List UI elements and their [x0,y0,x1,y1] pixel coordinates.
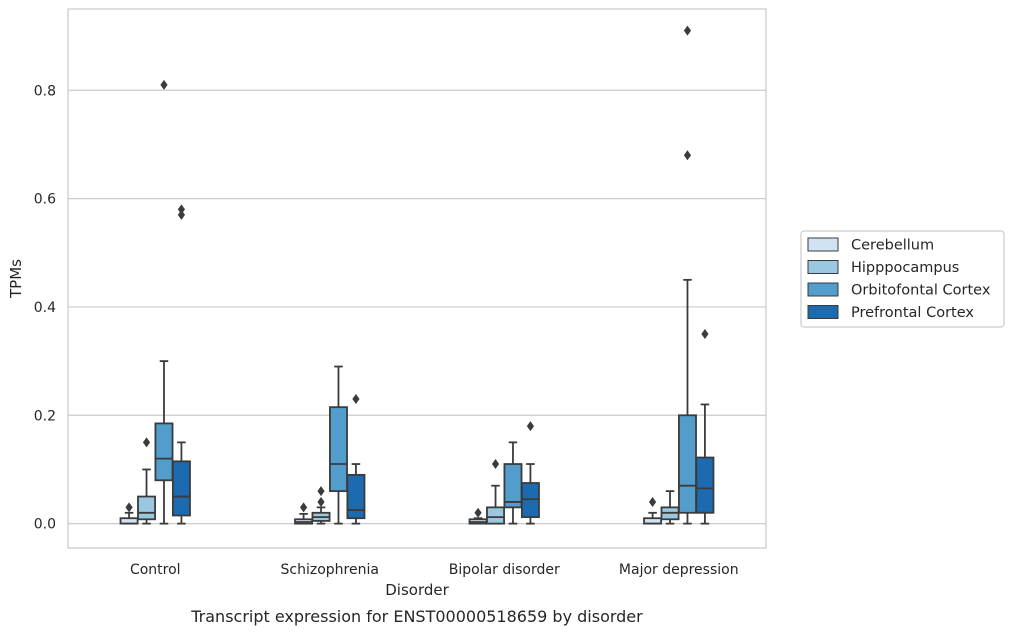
box-hipppocampus-1 [311,486,331,525]
outlier-point [352,394,360,405]
box-prefrontal-cortex-3 [695,329,715,525]
x-axis-label: Disorder [385,581,449,599]
box [154,422,174,482]
x-axis-ticks: Control Schizophrenia Bipolar disorder Majo… [130,562,739,578]
box [171,460,191,517]
box-prefrontal-cortex-2 [520,421,540,525]
y-tick-label: 0.6 [34,192,56,208]
outlier-point [683,25,692,36]
legend-swatch [807,282,839,297]
outlier-point [142,437,151,448]
x-tick-label: Bipolar disorder [449,562,560,578]
outlier-point [177,209,186,220]
x-tick-label: Schizophrenia [281,562,379,578]
box-hipppocampus-0 [137,437,156,525]
box-cerebellum-1 [294,502,314,525]
chart-caption: Transcript expression for ENST0000051865… [190,607,643,626]
outlier-point [160,79,168,90]
box-cerebellum-0 [119,502,139,525]
legend-label: Hipppocampus [851,260,959,276]
box [346,473,366,520]
box-cerebellum-2 [468,507,488,525]
outlier-point [648,496,657,507]
outlier-point [491,459,500,470]
box-hipppocampus-2 [486,459,505,525]
outlier-point [701,329,709,340]
x-tick-label: Major depression [619,562,739,578]
y-tick-label: 0.4 [34,300,56,316]
legend-label: Prefrontal Cortex [851,305,974,321]
outlier-point [683,150,692,161]
y-tick-label: 0.0 [34,517,56,533]
box [486,506,505,525]
box [503,463,523,509]
box [137,495,156,521]
box-orbitofontal-cortex-3 [678,25,697,525]
legend-swatch [807,237,839,252]
box [329,406,348,493]
outlier-point [526,421,535,432]
outlier-point [177,204,186,215]
legend: Cerebellum Hipppocampus Orbitofontal Corte… [800,230,1005,328]
box [695,456,715,514]
box-hipppocampus-3 [660,490,680,525]
legend-swatch [807,260,839,274]
legend-swatch [807,305,839,319]
box-orbitofontal-cortex-2 [503,441,523,525]
box-plot-area [119,25,715,525]
outlier-point [317,496,325,507]
box-prefrontal-cortex-1 [346,394,366,525]
x-tick-label: Control [130,562,181,578]
legend-label: Cerebellum [851,238,934,254]
y-axis-label: TPMs [7,259,25,299]
y-tick-label: 0.8 [34,83,56,99]
outlier-point [299,502,308,513]
box-orbitofontal-cortex-1 [329,365,348,525]
y-axis-ticks: 0.0 0.2 0.4 0.6 0.8 [34,83,56,532]
plot-frame [67,8,767,549]
y-tick-label: 0.2 [34,408,56,424]
outlier-point [474,507,482,518]
legend-label: Orbitofontal Cortex [851,283,991,299]
box-prefrontal-cortex-0 [171,204,191,525]
box-orbitofontal-cortex-0 [154,79,174,525]
legend-frame [800,230,1005,328]
outlier-point [317,486,325,497]
box-cerebellum-3 [643,496,663,525]
box [678,414,697,514]
outlier-point [125,502,133,513]
